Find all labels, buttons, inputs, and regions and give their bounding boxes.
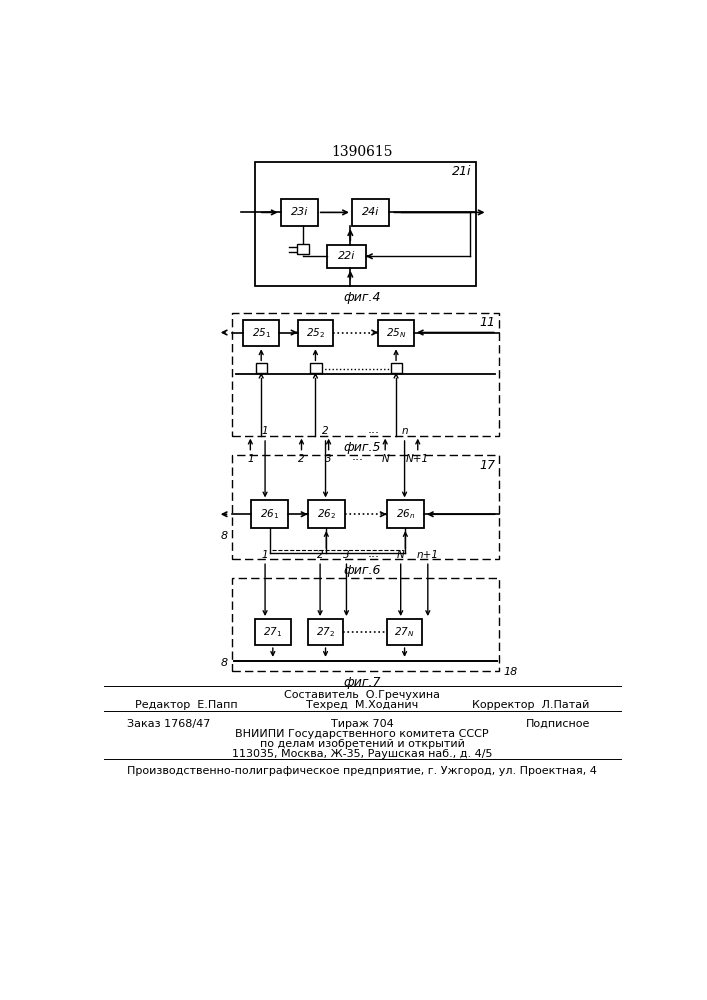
- Text: 8: 8: [221, 658, 228, 668]
- Bar: [310, 363, 322, 373]
- Bar: [255, 619, 291, 645]
- Text: n: n: [402, 426, 408, 436]
- Text: 26$_n$: 26$_n$: [396, 507, 415, 521]
- Bar: [298, 320, 333, 346]
- Text: 25$_1$: 25$_1$: [252, 326, 271, 340]
- Text: 1: 1: [262, 426, 269, 436]
- Text: 3: 3: [325, 454, 332, 464]
- Bar: [308, 619, 344, 645]
- Text: 1390615: 1390615: [331, 145, 392, 159]
- Bar: [387, 619, 422, 645]
- Text: 24i: 24i: [362, 207, 379, 217]
- Text: 26$_1$: 26$_1$: [260, 507, 279, 521]
- Text: 2: 2: [322, 426, 329, 436]
- Text: 2: 2: [317, 550, 323, 560]
- Bar: [391, 363, 402, 373]
- Bar: [232, 578, 499, 671]
- Bar: [308, 500, 345, 528]
- Text: Подписное: Подписное: [525, 719, 590, 729]
- Text: 1: 1: [247, 454, 254, 464]
- Bar: [352, 199, 389, 226]
- Text: N+1: N+1: [407, 454, 429, 464]
- Text: фиг.4: фиг.4: [343, 291, 380, 304]
- Text: 27$_N$: 27$_N$: [395, 625, 415, 639]
- Text: 113035, Москва, Ж-35, Раушская наб., д. 4/5: 113035, Москва, Ж-35, Раушская наб., д. …: [232, 749, 492, 759]
- Text: 27$_2$: 27$_2$: [316, 625, 335, 639]
- Text: N: N: [381, 454, 389, 464]
- Bar: [256, 363, 267, 373]
- Bar: [232, 312, 499, 436]
- Bar: [232, 455, 499, 559]
- Text: 3: 3: [343, 550, 350, 560]
- Text: Составитель  О.Гречухина: Составитель О.Гречухина: [284, 690, 440, 700]
- Bar: [387, 500, 424, 528]
- Text: n+1: n+1: [417, 550, 439, 560]
- Text: 21i: 21i: [452, 165, 472, 178]
- Bar: [327, 245, 366, 268]
- Text: 18: 18: [503, 667, 518, 677]
- Text: Корректор  Л.Патай: Корректор Л.Патай: [472, 700, 590, 710]
- Text: ВНИИПИ Государственного комитета СССР: ВНИИПИ Государственного комитета СССР: [235, 729, 489, 739]
- Text: фиг.7: фиг.7: [343, 676, 380, 689]
- Bar: [297, 244, 309, 254]
- Text: 22i: 22i: [338, 251, 355, 261]
- Text: Редактор  Е.Папп: Редактор Е.Папп: [135, 700, 238, 710]
- Bar: [251, 500, 288, 528]
- Text: 26$_2$: 26$_2$: [317, 507, 336, 521]
- Text: фиг.6: фиг.6: [343, 564, 380, 577]
- Text: 27$_1$: 27$_1$: [263, 625, 283, 639]
- Text: 1: 1: [262, 550, 269, 560]
- Text: 17: 17: [479, 459, 495, 472]
- Text: фиг.5: фиг.5: [343, 441, 380, 454]
- Text: ...: ...: [368, 547, 380, 560]
- Text: 23i: 23i: [291, 207, 308, 217]
- Bar: [378, 320, 414, 346]
- Text: 8: 8: [221, 531, 228, 541]
- Text: 2: 2: [298, 454, 305, 464]
- Text: Тираж 704: Тираж 704: [331, 719, 393, 729]
- Text: ...: ...: [352, 450, 364, 463]
- Text: Техред  М.Ходанич: Техред М.Ходанич: [306, 700, 418, 710]
- Text: 11: 11: [479, 316, 495, 329]
- Text: 25$_2$: 25$_2$: [306, 326, 325, 340]
- Text: ...: ...: [368, 423, 380, 436]
- Text: Производственно-полиграфическое предприятие, г. Ужгород, ул. Проектная, 4: Производственно-полиграфическое предприя…: [127, 766, 597, 776]
- Text: 25$_N$: 25$_N$: [386, 326, 407, 340]
- Bar: [243, 320, 279, 346]
- Text: Заказ 1768/47: Заказ 1768/47: [127, 719, 211, 729]
- Bar: [281, 199, 317, 226]
- Text: по делам изобретений и открытий: по делам изобретений и открытий: [259, 739, 464, 749]
- Text: N: N: [397, 550, 404, 560]
- Bar: [255, 162, 476, 286]
